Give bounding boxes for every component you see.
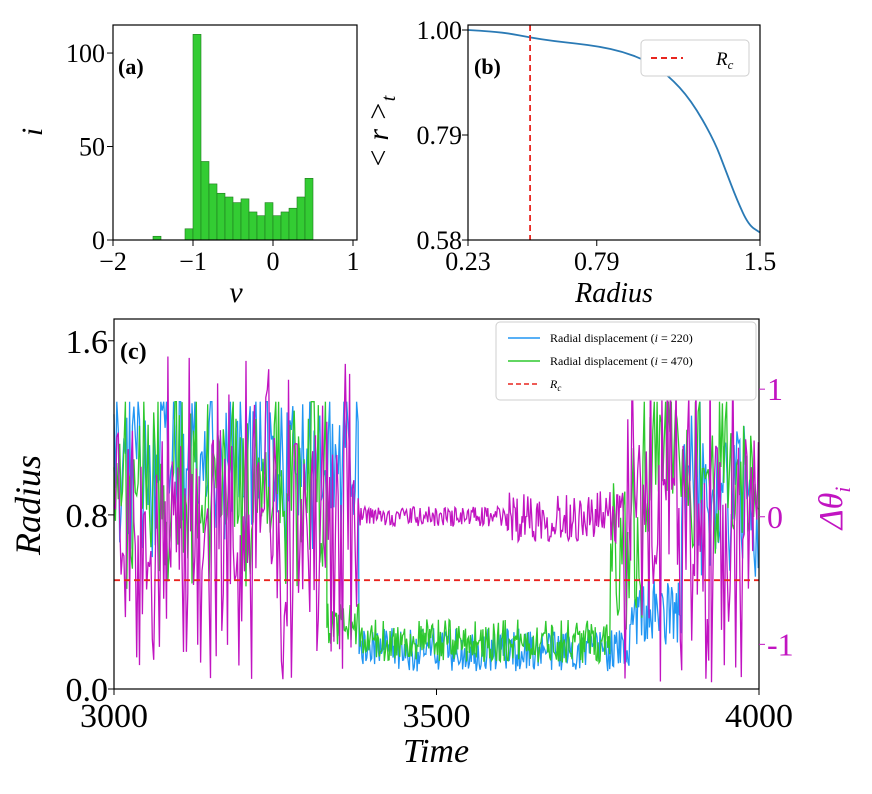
x-tick-label: 1 (347, 247, 360, 276)
x-tick-label: 4000 (725, 698, 793, 735)
panel-c-xlabel: Time (403, 733, 469, 770)
histogram-bar (296, 196, 306, 241)
histogram-bar (224, 196, 234, 241)
x-tick-label: −1 (179, 247, 207, 276)
panel-b-legend: Rc (640, 39, 750, 77)
panel-b-plot (467, 25, 761, 240)
histogram-bar (192, 34, 202, 241)
y-tick-label: 0 (92, 226, 105, 255)
panel-c-legend: Radial displacement (i = 220) Radial dis… (495, 321, 757, 401)
panel-a-y-ticks: 0 50 100 (66, 39, 113, 255)
histogram-bar (232, 202, 242, 241)
panel-c-y-ticks: 0.0 0.8 1.6 (66, 324, 114, 709)
histogram-bar (288, 207, 298, 241)
histogram-bar (280, 211, 290, 241)
panel-c-x-ticks: 3000 3500 4000 (80, 689, 793, 735)
panel-a-frame (112, 24, 358, 241)
panel-a-x-ticks: −2 −1 0 1 (99, 240, 360, 276)
panel-b-xlabel: Radius (574, 278, 653, 309)
histogram-bar (304, 178, 314, 241)
y-tick-label: 100 (66, 39, 105, 68)
x-tick-label: 3500 (403, 698, 471, 735)
panel-a-ylabel: i (16, 128, 49, 136)
histogram-bar (216, 192, 226, 241)
panel-c: 3000 3500 4000 0.0 0.8 1.6 -1 0 1 (c) Radial d… (8, 318, 855, 770)
y-tick-label: 50 (79, 133, 105, 162)
x-tick-label: 0 (267, 247, 280, 276)
x-tick-label: 0.23 (445, 247, 491, 276)
histogram-bar (256, 215, 266, 241)
panel-a-label: (a) (118, 54, 144, 79)
panel-c-right-y-ticks: -1 0 1 (759, 371, 794, 662)
panel-b-label: (b) (474, 54, 501, 79)
histogram-bar (240, 198, 250, 241)
panel-b-x-ticks: 0.23 0.79 1.5 (445, 240, 776, 276)
histogram-bar (208, 183, 218, 241)
histogram-bar (248, 211, 258, 241)
legend-box (495, 321, 757, 401)
histogram-bar (272, 215, 282, 241)
x-tick-label: 3000 (80, 698, 148, 735)
histogram-bar (264, 202, 274, 241)
panel-c-plot (113, 352, 760, 683)
y-tick-label: 0.8 (66, 498, 109, 535)
panel-c-right-ylabel: Δθi (813, 487, 855, 532)
histogram-bars (152, 34, 314, 241)
legend-label-470: Radial displacement (i = 470) (550, 354, 693, 368)
y-tick-label: 1.6 (66, 324, 109, 361)
panel-b-ylabel: < r >t (362, 95, 400, 168)
right-y-tick-label: 0 (767, 499, 783, 535)
y-tick-label: 0.0 (66, 672, 109, 709)
histogram-bar (184, 228, 194, 241)
mean-radius-line (467, 29, 761, 234)
x-tick-label: 1.5 (744, 247, 777, 276)
histogram-bar (200, 161, 210, 241)
panel-c-ylabel: Radius (8, 455, 48, 556)
panel-c-label: (c) (120, 339, 147, 365)
y-tick-label: 0.58 (417, 226, 463, 255)
panel-b-y-ticks: 0.58 0.79 1.00 (417, 16, 468, 255)
svg-text:< r >t: < r >t (362, 95, 400, 168)
x-tick-label: 0.79 (574, 247, 620, 276)
right-y-tick-label: -1 (767, 626, 794, 662)
legend-label-220: Radial displacement (i = 220) (550, 331, 693, 345)
x-tick-label: −2 (99, 247, 127, 276)
panel-b-frame (467, 24, 761, 241)
y-tick-label: 0.79 (417, 121, 463, 150)
panel-a-xlabel: ν (229, 276, 243, 309)
legend-box (640, 39, 750, 77)
panel-b: 0.23 0.79 1.5 0.58 0.79 1.00 (b) Rc Radius <… (362, 16, 776, 309)
right-y-tick-label: 1 (767, 371, 783, 407)
svg-text:Δθi: Δθi (813, 487, 855, 532)
panel-a: −2 −1 0 1 0 50 100 (a) ν i (16, 24, 360, 309)
series-line-470 (113, 401, 759, 665)
y-tick-label: 1.00 (417, 16, 463, 45)
series-line-delta-theta (113, 352, 760, 683)
